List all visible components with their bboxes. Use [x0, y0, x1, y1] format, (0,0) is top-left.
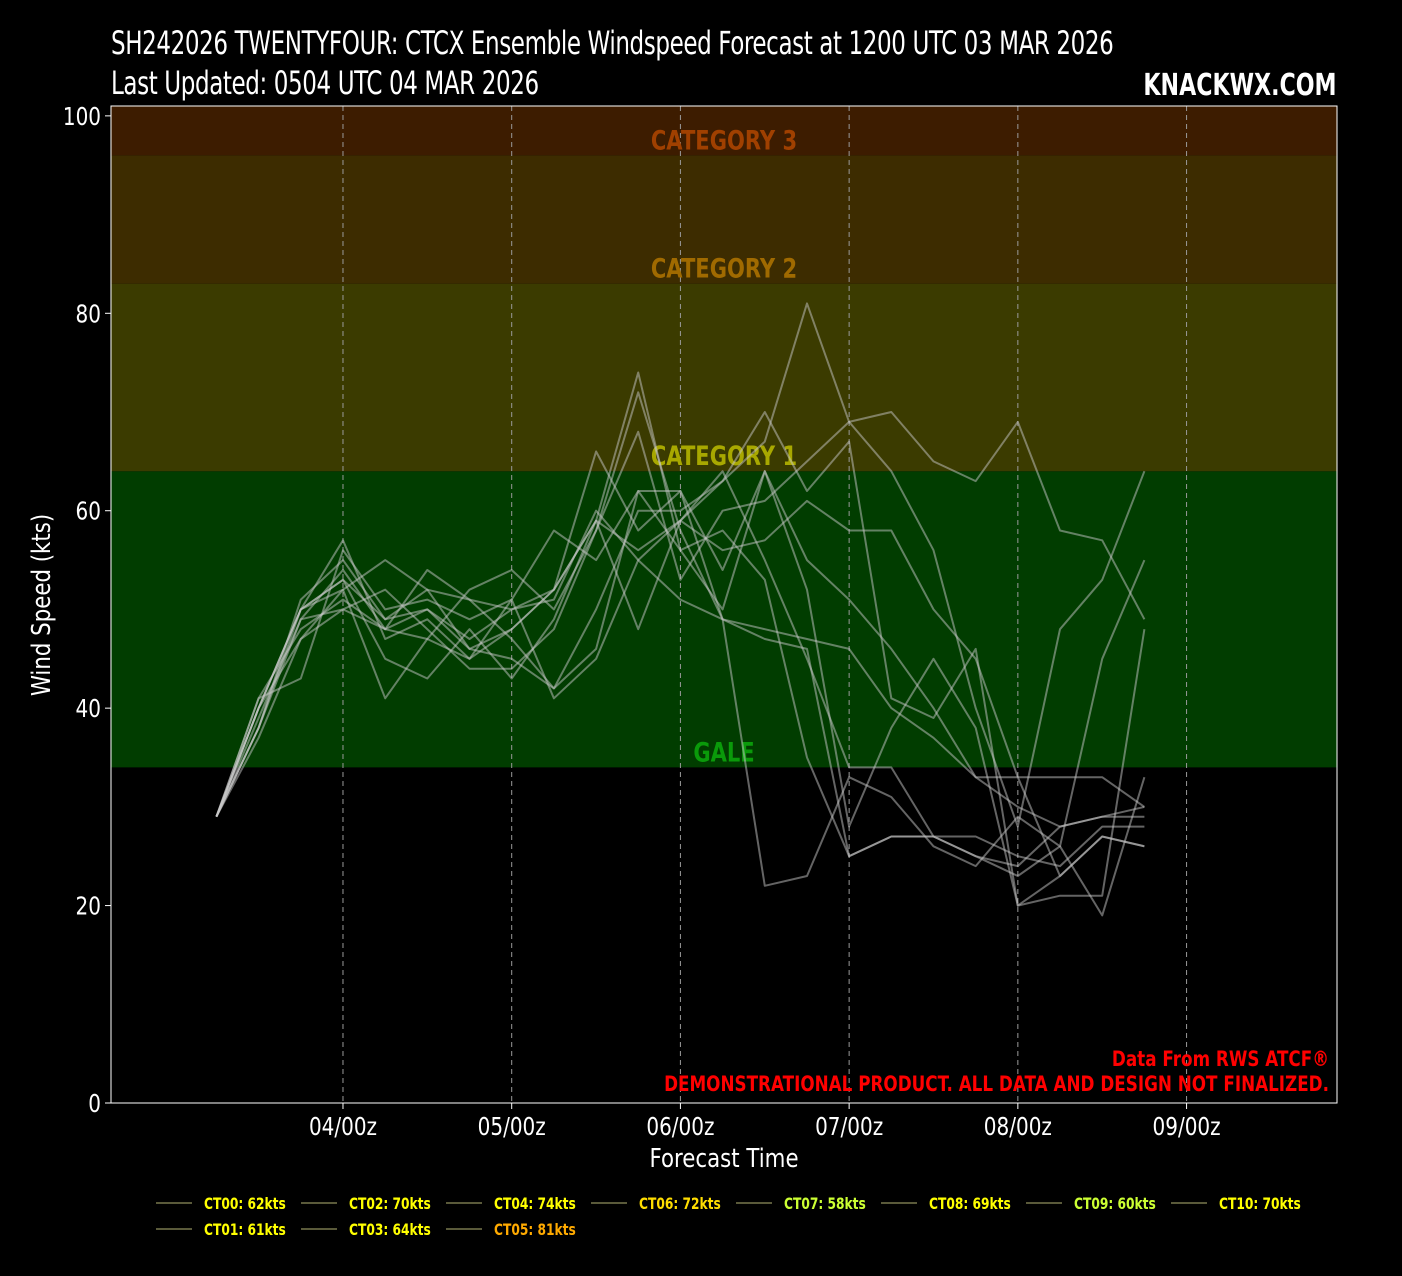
legend-swatch — [301, 1228, 337, 1230]
legend-item-ct09: CT09: 60kts — [1020, 1192, 1170, 1214]
x-axis-ticks: 04/00z 05/00z 06/00z 07/00z 08/00z 09/00z — [309, 1103, 1221, 1142]
band-category-2 — [111, 155, 1337, 284]
legend-swatch — [1026, 1202, 1062, 1204]
data-source-credit: Data From RWS ATCF® — [1112, 1047, 1329, 1071]
legend-swatch — [301, 1202, 337, 1204]
legend-label: CT08: 69kts — [929, 1193, 1011, 1213]
legend-item-ct01: CT01: 61kts — [150, 1218, 300, 1240]
band-category-1 — [111, 283, 1337, 472]
x-axis-label: Forecast Time — [649, 1143, 798, 1174]
legend-item-ct07: CT07: 58kts — [730, 1192, 880, 1214]
legend-item-ct08: CT08: 69kts — [875, 1192, 1025, 1214]
legend-item-ct05: CT05: 81kts — [440, 1218, 590, 1240]
legend-item-ct06: CT06: 72kts — [585, 1192, 735, 1214]
legend-item-ct00: CT00: 62kts — [150, 1192, 300, 1214]
x-tick-label: 07/00z — [815, 1113, 883, 1142]
series-line-ct06 — [215, 411, 1145, 907]
legend-label: CT02: 70kts — [349, 1193, 431, 1213]
grid-lines — [342, 106, 1188, 1103]
legend-label: CT09: 60kts — [1074, 1193, 1156, 1213]
band-category-3 — [111, 106, 1337, 156]
last-updated-subtitle: Last Updated: 0504 UTC 04 MAR 2026 — [111, 64, 539, 102]
legend-item-ct04: CT04: 74kts — [440, 1192, 590, 1214]
y-tick-label: 80 — [76, 300, 101, 329]
legend-label: CT05: 81kts — [494, 1219, 576, 1239]
series-line-ct09 — [215, 499, 1145, 818]
band-label-category-1: CATEGORY 1 — [651, 441, 797, 472]
y-tick-label: 40 — [76, 695, 101, 724]
legend-swatch — [736, 1202, 772, 1204]
y-tick-label: 0 — [88, 1090, 101, 1119]
legend-item-ct02: CT02: 70kts — [295, 1192, 445, 1214]
legend-swatch — [446, 1202, 482, 1204]
legend-item-ct03: CT03: 64kts — [295, 1218, 445, 1240]
x-tick-label: 05/00z — [478, 1113, 546, 1142]
legend-label: CT06: 72kts — [639, 1193, 721, 1213]
y-tick-label: 100 — [63, 103, 101, 132]
legend-swatch — [881, 1202, 917, 1204]
plot-frame — [110, 105, 1338, 1104]
legend-swatch — [591, 1202, 627, 1204]
x-tick-label: 06/00z — [646, 1113, 714, 1142]
legend-label: CT10: 70kts — [1219, 1193, 1301, 1213]
legend-swatch — [156, 1228, 192, 1230]
x-tick-label: 08/00z — [984, 1113, 1052, 1142]
legend-item-ct10: CT10: 70kts — [1165, 1192, 1315, 1214]
legend-swatch — [446, 1228, 482, 1230]
legend-label: CT03: 64kts — [349, 1219, 431, 1239]
x-tick-label: 09/00z — [1153, 1113, 1221, 1142]
legend-label: CT00: 62kts — [204, 1193, 286, 1213]
x-tick-label: 04/00z — [309, 1113, 377, 1142]
series-line-ct08 — [215, 490, 1146, 917]
legend: CT00: 62kts CT01: 61kts CT02: 70kts CT03: 6… — [150, 1192, 1350, 1252]
legend-label: CT04: 74kts — [494, 1193, 576, 1213]
legend-swatch — [156, 1202, 192, 1204]
series-line-ct10 — [215, 411, 1146, 818]
legend-swatch — [1171, 1202, 1207, 1204]
ensemble-lines — [215, 302, 1146, 917]
chart-title: SH242026 TWENTYFOUR: CTCX Ensemble Winds… — [111, 24, 1114, 62]
legend-label: CT01: 61kts — [204, 1219, 286, 1239]
band-label-category-2: CATEGORY 2 — [651, 253, 797, 284]
y-axis-label: Wind Speed (kts) — [26, 514, 57, 696]
series-line-ct01 — [215, 509, 1145, 868]
disclaimer-text: DEMONSTRATIONAL PRODUCT. ALL DATA AND DE… — [664, 1072, 1329, 1096]
y-tick-label: 60 — [76, 498, 101, 527]
legend-label: CT07: 58kts — [784, 1193, 866, 1213]
y-tick-label: 20 — [76, 892, 101, 921]
y-axis-ticks: 0 20 40 60 80 100 — [63, 103, 111, 1119]
brand-logo-text: KNACKWX.COM — [1143, 68, 1337, 103]
series-line-ct07 — [215, 490, 1146, 887]
band-label-category-3: CATEGORY 3 — [651, 125, 797, 156]
